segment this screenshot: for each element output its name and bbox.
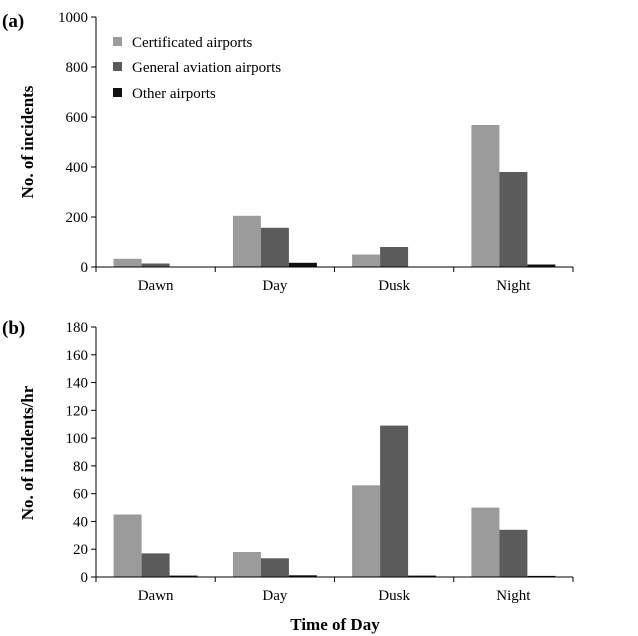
y-tick-label-b-80: 80	[73, 459, 88, 475]
bar-b-dusk-other	[408, 575, 437, 577]
x-tick-label-a-dusk: Dusk	[378, 278, 410, 294]
y-tick-label-b-180: 180	[66, 320, 89, 336]
panel-a-label: (a)	[2, 11, 24, 32]
legend-swatch-other	[113, 88, 122, 97]
bar-b-night-other	[527, 575, 556, 577]
legend-swatch-certificated	[113, 37, 122, 46]
legend-label-other: Other airports	[132, 86, 216, 102]
x-tick-label-a-day: Day	[262, 278, 287, 294]
bar-a-dawn-general-aviation	[141, 263, 170, 267]
bar-a-day-certificated	[232, 215, 261, 268]
y-tick-label-b-40: 40	[73, 514, 88, 530]
bar-a-dusk-certificated	[352, 254, 381, 267]
y-tick-label-b-140: 140	[66, 376, 89, 392]
bar-b-day-other	[288, 575, 317, 577]
y-tick-label-b-160: 160	[66, 348, 89, 364]
bar-a-day-general-aviation	[260, 227, 289, 268]
bar-b-dusk-general-aviation	[380, 425, 409, 577]
legend-label-general-aviation: General aviation airports	[132, 60, 281, 76]
panel-b: (b) No. of incidents/hr Time of Day 0 20 4…	[2, 318, 574, 634]
panel-a: (a) No. of incidents Certificated airpor…	[2, 10, 574, 294]
bar-a-day-other	[288, 262, 317, 268]
panel-a-y-axis-label: No. of incidents	[18, 85, 37, 198]
y-tick-label-b-0: 0	[81, 570, 89, 586]
legend-label-certificated: Certificated airports	[132, 35, 253, 51]
bar-b-dusk-certificated	[352, 485, 381, 577]
x-tick-label-a-night: Night	[496, 278, 531, 294]
y-tick-label-a-800: 800	[66, 60, 89, 76]
y-tick-label-b-20: 20	[73, 542, 88, 558]
bar-b-dawn-general-aviation	[141, 553, 170, 577]
bar-b-night-certificated	[471, 507, 500, 577]
bar-b-dawn-other	[169, 575, 198, 577]
x-axis-label: Time of Day	[290, 615, 380, 634]
panel-b-y-axis-label: No. of incidents/hr	[18, 385, 37, 520]
y-tick-label-a-400: 400	[66, 160, 89, 176]
bar-a-night-general-aviation	[499, 172, 528, 267]
y-tick-label-a-200: 200	[66, 210, 89, 226]
bar-b-dawn-certificated	[113, 514, 142, 577]
x-tick-label-b-night: Night	[496, 588, 531, 604]
bar-a-dusk-general-aviation	[380, 247, 409, 267]
y-tick-label-b-60: 60	[73, 487, 88, 503]
y-tick-label-b-100: 100	[66, 431, 89, 447]
x-tick-label-a-dawn: Dawn	[138, 278, 174, 294]
y-tick-label-a-600: 600	[66, 110, 89, 126]
x-tick-label-b-dusk: Dusk	[378, 588, 410, 604]
y-tick-label-a-1000: 1000	[58, 10, 88, 26]
x-tick-label-b-dawn: Dawn	[138, 588, 174, 604]
bar-a-dawn-certificated	[113, 258, 142, 268]
legend: Certificated airports General aviation a…	[113, 35, 281, 102]
bar-b-day-certificated	[232, 552, 261, 577]
bar-b-day-general-aviation	[260, 558, 289, 578]
y-tick-label-a-0: 0	[81, 260, 89, 276]
bar-b-night-general-aviation	[499, 529, 528, 577]
legend-swatch-general-aviation	[113, 62, 122, 71]
x-tick-label-b-day: Day	[262, 588, 287, 604]
bar-a-night-certificated	[471, 125, 500, 267]
bar-a-night-other	[527, 264, 556, 267]
y-tick-label-b-120: 120	[66, 403, 89, 419]
panel-b-label: (b)	[2, 318, 25, 339]
